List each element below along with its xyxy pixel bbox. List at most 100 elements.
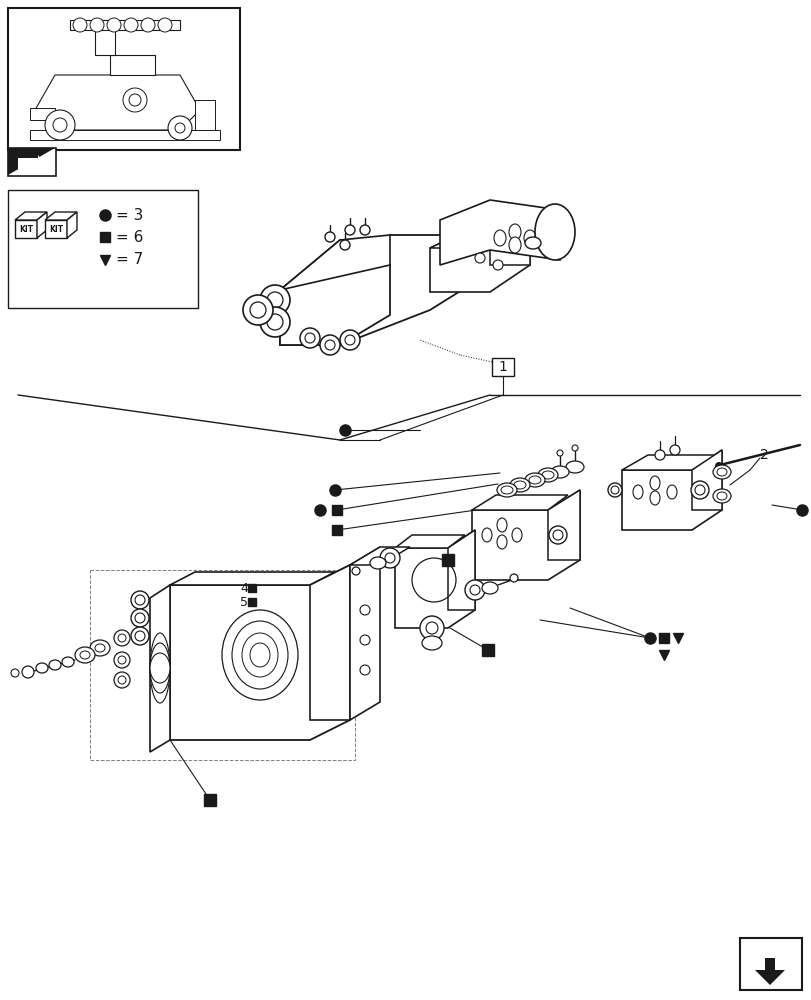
Ellipse shape (500, 486, 513, 494)
Circle shape (552, 530, 562, 540)
Polygon shape (15, 212, 47, 220)
Circle shape (556, 450, 562, 456)
Polygon shape (67, 212, 77, 238)
Circle shape (250, 302, 266, 318)
Circle shape (22, 666, 34, 678)
Polygon shape (37, 212, 47, 238)
Circle shape (114, 630, 130, 646)
Circle shape (260, 285, 290, 315)
Circle shape (359, 665, 370, 675)
Circle shape (267, 314, 283, 330)
Circle shape (654, 450, 664, 460)
Text: KIT: KIT (49, 225, 63, 233)
Polygon shape (280, 235, 470, 345)
Circle shape (114, 652, 130, 668)
Ellipse shape (525, 237, 540, 249)
Circle shape (242, 295, 272, 325)
Polygon shape (169, 572, 335, 585)
Circle shape (345, 225, 354, 235)
Ellipse shape (80, 651, 90, 659)
Circle shape (129, 94, 141, 106)
Polygon shape (440, 200, 560, 265)
Ellipse shape (512, 528, 521, 542)
Circle shape (168, 116, 191, 140)
Text: KIT: KIT (19, 225, 33, 233)
Circle shape (131, 609, 148, 627)
Circle shape (694, 485, 704, 495)
Circle shape (340, 240, 350, 250)
Ellipse shape (541, 471, 553, 479)
Circle shape (131, 627, 148, 645)
Ellipse shape (496, 535, 506, 549)
Polygon shape (430, 220, 530, 292)
Ellipse shape (508, 224, 521, 240)
Text: = 6: = 6 (116, 230, 144, 244)
Polygon shape (430, 220, 530, 248)
Circle shape (669, 445, 679, 455)
Polygon shape (350, 547, 410, 565)
Polygon shape (280, 235, 389, 290)
Circle shape (351, 567, 359, 575)
Ellipse shape (716, 468, 726, 476)
Bar (8, 8, 240, 150)
Ellipse shape (150, 633, 169, 703)
Circle shape (73, 18, 87, 32)
Ellipse shape (649, 491, 659, 505)
Ellipse shape (62, 657, 74, 667)
Circle shape (135, 631, 145, 641)
Circle shape (158, 18, 172, 32)
Ellipse shape (712, 465, 730, 479)
Circle shape (324, 232, 335, 242)
Polygon shape (150, 585, 169, 752)
Circle shape (118, 676, 126, 684)
Circle shape (90, 18, 104, 32)
Circle shape (114, 672, 130, 688)
Circle shape (299, 328, 320, 348)
Circle shape (419, 616, 444, 640)
Ellipse shape (150, 643, 169, 693)
Ellipse shape (242, 633, 277, 677)
Ellipse shape (538, 468, 557, 482)
Ellipse shape (49, 660, 61, 670)
Circle shape (465, 580, 484, 600)
Ellipse shape (712, 489, 730, 503)
Polygon shape (195, 100, 215, 130)
Circle shape (571, 445, 577, 451)
Bar (739, 938, 801, 990)
Polygon shape (448, 530, 474, 610)
Text: = 7: = 7 (116, 252, 143, 267)
Text: = 3: = 3 (116, 208, 144, 223)
Circle shape (359, 635, 370, 645)
Polygon shape (70, 20, 180, 30)
Bar (8, 190, 198, 308)
Bar (8, 148, 56, 176)
Ellipse shape (493, 230, 505, 246)
Polygon shape (621, 455, 717, 470)
Ellipse shape (95, 644, 105, 652)
Polygon shape (310, 565, 350, 720)
Circle shape (320, 335, 340, 355)
Circle shape (118, 656, 126, 664)
Ellipse shape (534, 204, 574, 260)
Ellipse shape (528, 476, 540, 484)
Circle shape (474, 253, 484, 263)
Ellipse shape (90, 640, 109, 656)
Polygon shape (30, 130, 220, 140)
Ellipse shape (232, 621, 288, 689)
Polygon shape (691, 450, 721, 510)
Polygon shape (45, 212, 77, 220)
Bar (491, 358, 513, 376)
Polygon shape (30, 108, 55, 120)
Ellipse shape (496, 483, 517, 497)
Circle shape (260, 307, 290, 337)
Polygon shape (471, 490, 579, 580)
Circle shape (470, 585, 479, 595)
Circle shape (118, 634, 126, 642)
Circle shape (359, 605, 370, 615)
Polygon shape (489, 220, 530, 265)
Circle shape (107, 18, 121, 32)
Ellipse shape (666, 485, 676, 499)
Ellipse shape (649, 476, 659, 490)
Circle shape (267, 292, 283, 308)
Polygon shape (18, 155, 45, 173)
